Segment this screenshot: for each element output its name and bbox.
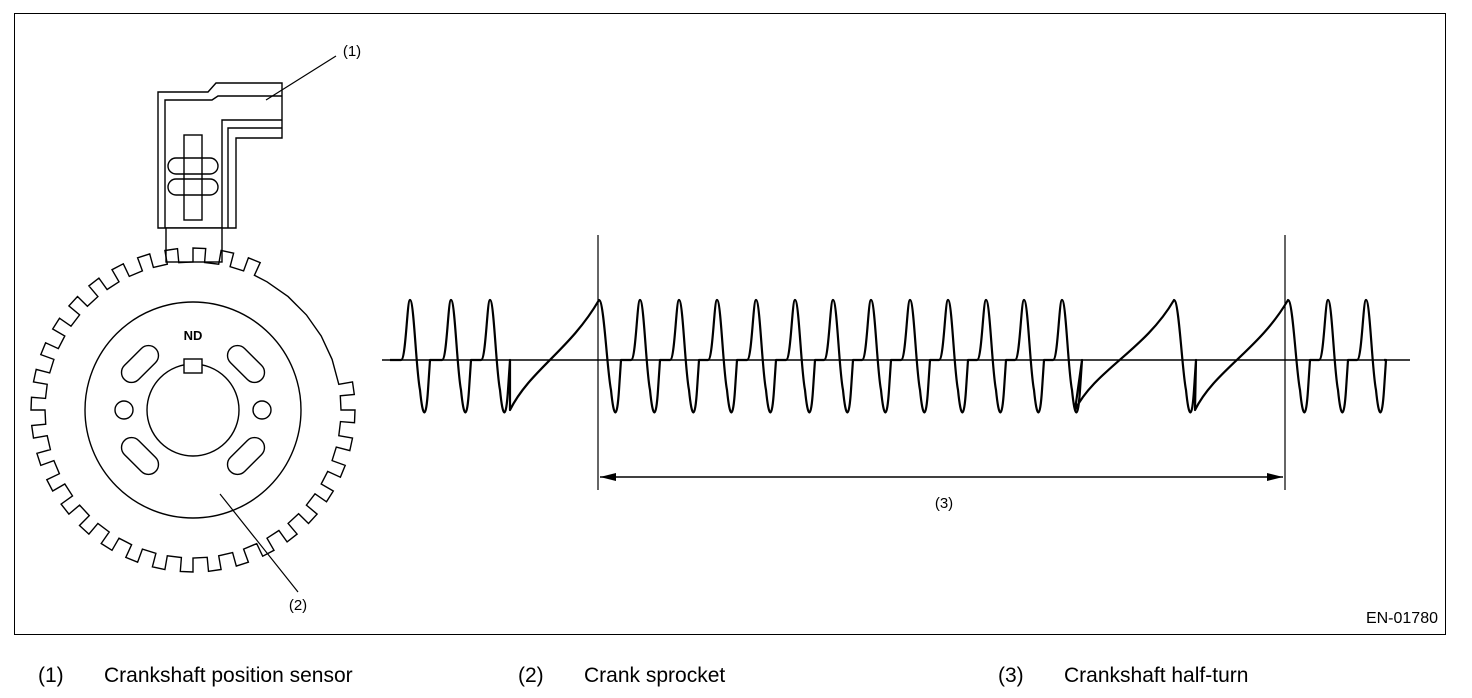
legend-label: Crankshaft half-turn [1064,664,1249,687]
figure-id: EN-01780 [1365,610,1438,627]
legend-label: Crank sprocket [584,664,726,687]
legend-item-sprocket: (2) Crank sprocket [518,664,725,688]
crank-sprocket [30,247,356,573]
legend-number: (2) [518,664,544,687]
sensor-callout: (1) [343,43,361,60]
legend-item-sensor: (1) Crankshaft position sensor [38,664,353,688]
sensor-leader-line [265,55,337,101]
legend-number: (1) [38,664,64,687]
legend-number: (3) [998,664,1024,687]
sprocket-teeth [30,247,356,573]
sprocket-callout: (2) [289,597,307,614]
sensor-signal-waveform [390,298,1388,414]
legend-item-half-turn: (3) Crankshaft half-turn [998,664,1248,688]
sprocket-mark-label: ND [184,328,203,343]
figure-frame [14,13,1446,635]
sprocket-leader-line [219,493,299,593]
crankshaft-position-sensor [157,82,283,263]
legend-label: Crankshaft position sensor [104,664,353,687]
half-turn-callout: (3) [935,495,953,512]
